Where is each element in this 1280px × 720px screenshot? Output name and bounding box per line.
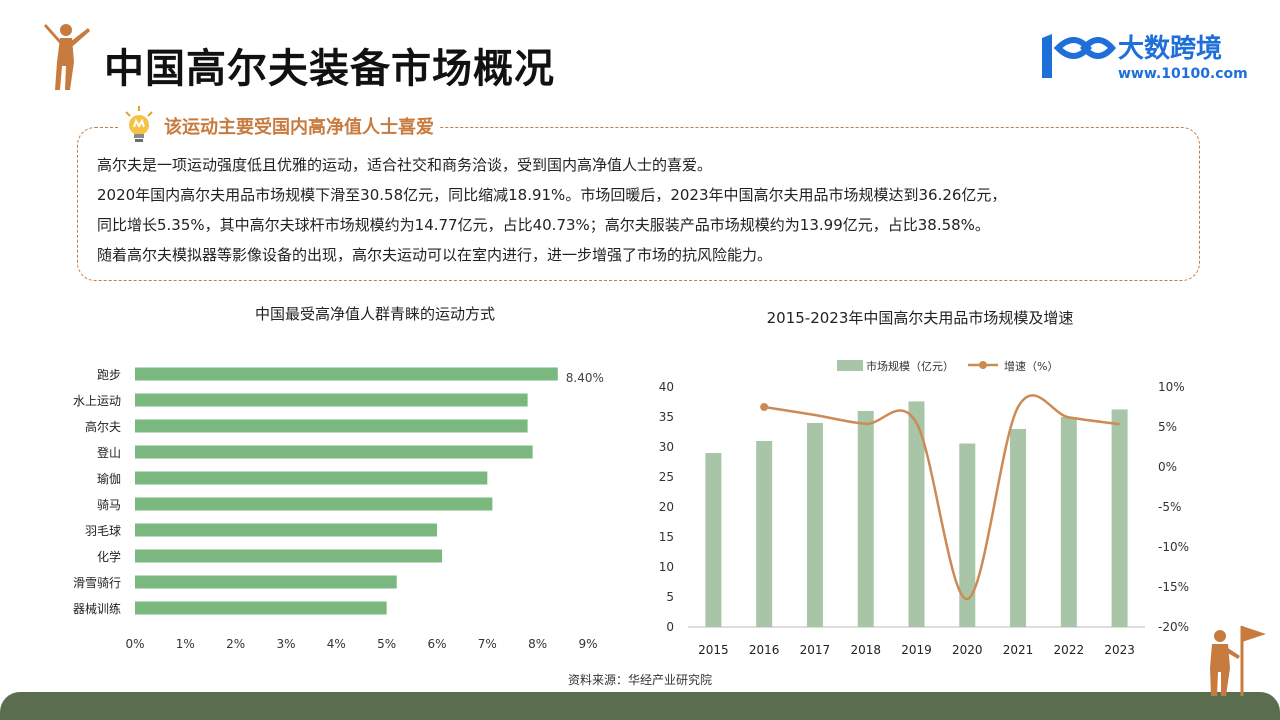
bar xyxy=(857,411,874,627)
logo-url: www.10100.com xyxy=(1118,66,1248,82)
x-tick-label: 2023 xyxy=(1104,643,1135,657)
legend-label: 增速（%） xyxy=(1004,359,1058,373)
x-tick-label: 2% xyxy=(226,637,245,651)
category-label: 滑雪骑行 xyxy=(73,576,121,590)
y-left-tick-label: 15 xyxy=(659,530,674,544)
bar xyxy=(806,423,823,627)
x-tick-label: 2019 xyxy=(901,643,932,657)
bar xyxy=(135,497,493,511)
y-left-tick-label: 35 xyxy=(659,410,674,424)
legend-marker xyxy=(979,361,987,369)
category-label: 器械训练 xyxy=(73,601,121,616)
y-right-tick-label: 5% xyxy=(1158,420,1177,434)
category-label: 跑步 xyxy=(97,368,121,382)
category-label: 羽毛球 xyxy=(85,524,121,538)
x-tick-label: 2015 xyxy=(698,643,729,657)
x-tick-label: 2017 xyxy=(800,643,831,657)
y-right-tick-label: -5% xyxy=(1158,500,1181,514)
footer-bar xyxy=(0,692,1280,720)
category-label: 化学 xyxy=(97,549,121,564)
bar xyxy=(135,471,488,485)
y-left-tick-label: 25 xyxy=(659,470,674,484)
x-tick-label: 4% xyxy=(327,637,346,651)
growth-line xyxy=(763,394,1120,601)
y-left-tick-label: 30 xyxy=(659,440,674,454)
bar xyxy=(705,453,722,627)
bar xyxy=(908,401,925,627)
info-line: 随着高尔夫模拟器等影像设备的出现，高尔夫运动可以在室内进行，进一步增强了市场的抗… xyxy=(97,246,773,264)
x-tick-label: 6% xyxy=(427,637,446,651)
info-heading: 该运动主要受国内高净值人士喜爱 xyxy=(164,117,434,138)
growth-point xyxy=(760,403,769,411)
y-right-tick-label: -20% xyxy=(1158,620,1189,634)
bar xyxy=(1010,429,1027,627)
x-tick-label: 1% xyxy=(176,637,195,651)
bar xyxy=(959,443,976,627)
bar xyxy=(135,419,528,433)
logo-mark-icon xyxy=(1042,34,1116,78)
x-tick-label: 0% xyxy=(125,637,144,651)
info-text: 高尔夫是一项运动强度低且优雅的运动，适合社交和商务洽谈，受到国内高净值人士的喜爱… xyxy=(97,150,1187,270)
category-label: 登山 xyxy=(97,445,121,460)
y-left-tick-label: 10 xyxy=(659,560,674,574)
bar xyxy=(135,445,533,459)
x-tick-label: 5% xyxy=(377,637,396,651)
y-right-tick-label: 0% xyxy=(1158,460,1177,474)
info-box xyxy=(77,127,1200,281)
y-left-tick-label: 20 xyxy=(659,500,674,514)
bar xyxy=(756,441,773,627)
bar xyxy=(135,549,443,563)
left-chart-title: 中国最受高净值人群青睐的运动方式 xyxy=(254,305,495,323)
x-tick-label: 2021 xyxy=(1003,643,1034,657)
x-tick-label: 8% xyxy=(528,637,547,651)
y-right-tick-label: 10% xyxy=(1158,380,1185,394)
golfer-flag-icon xyxy=(1210,626,1266,696)
bar xyxy=(135,523,437,537)
right-chart-title: 2015-2023年中国高尔夫用品市场规模及增速 xyxy=(766,309,1074,327)
x-tick-label: 2018 xyxy=(850,643,881,657)
y-right-tick-label: -10% xyxy=(1158,540,1189,554)
bar xyxy=(135,367,558,381)
x-tick-label: 9% xyxy=(578,637,597,651)
x-tick-label: 7% xyxy=(478,637,497,651)
x-tick-label: 3% xyxy=(276,637,295,651)
info-line: 同比增长5.35%，其中高尔夫球杆市场规模约为14.77亿元，占比40.73%；… xyxy=(97,216,990,234)
bar xyxy=(135,393,528,407)
market-combo-chart: 市场规模（亿元） 增速（%） 0 5 10 15 20 25 30 35 40 -20% -15% -10… xyxy=(659,359,1189,657)
bar xyxy=(135,575,397,589)
category-label: 瑜伽 xyxy=(97,471,121,486)
bar xyxy=(135,601,387,615)
golfer-icon xyxy=(44,24,90,90)
category-label: 水上运动 xyxy=(73,394,121,408)
page-title: 中国高尔夫装备市场概况 xyxy=(104,46,555,92)
y-left-tick-label: 40 xyxy=(659,380,674,394)
logo: 大数跨境 www.10100.com xyxy=(1036,28,1256,88)
x-tick-label: 2020 xyxy=(952,643,983,657)
legend-label: 市场规模（亿元） xyxy=(866,359,954,373)
info-heading-group: 该运动主要受国内高净值人士喜爱 xyxy=(118,104,440,148)
legend-swatch-bar xyxy=(837,360,863,371)
logo-name: 大数跨境 xyxy=(1118,34,1223,64)
bar xyxy=(1111,409,1128,627)
category-label: 高尔夫 xyxy=(85,419,121,434)
info-line: 2020年国内高尔夫用品市场规模下滑至30.58亿元，同比缩减18.91%。市场… xyxy=(97,186,1007,204)
info-line: 高尔夫是一项运动强度低且优雅的运动，适合社交和商务洽谈，受到国内高净值人士的喜爱… xyxy=(97,156,713,174)
category-label: 骑马 xyxy=(97,498,121,512)
y-left-tick-label: 5 xyxy=(666,590,674,604)
data-label: 8.40% xyxy=(566,371,604,385)
y-left-tick-label: 0 xyxy=(666,620,674,634)
source-note: 资料来源：华经产业研究院 xyxy=(567,673,712,687)
lightbulb-icon xyxy=(125,106,153,142)
y-right-tick-label: -15% xyxy=(1158,580,1189,594)
x-tick-label: 2022 xyxy=(1054,643,1085,657)
bar xyxy=(1060,417,1077,627)
x-tick-label: 2016 xyxy=(749,643,780,657)
